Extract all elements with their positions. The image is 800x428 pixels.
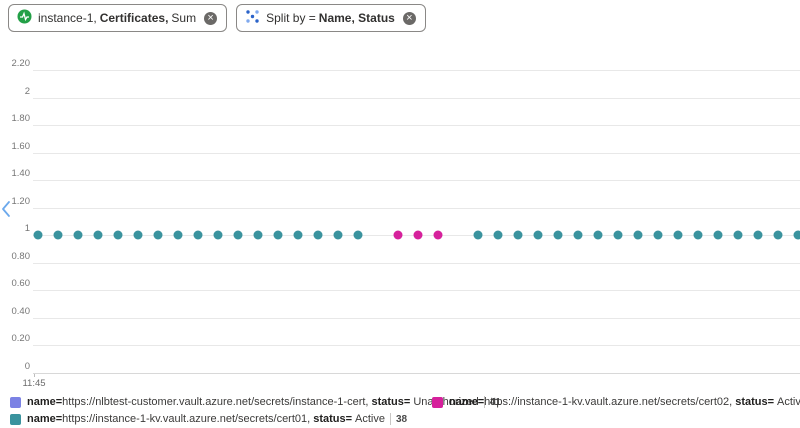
data-point xyxy=(333,230,343,240)
data-point xyxy=(353,230,363,240)
legend-entry-cert01[interactable]: name= https://instance-1-kv.vault.azure.… xyxy=(10,412,407,426)
split-by-chip-label: Split by = Name, Status xyxy=(266,11,395,25)
data-point xyxy=(173,230,183,240)
collapse-chevron-icon[interactable] xyxy=(0,200,12,223)
gridline xyxy=(33,125,800,126)
data-point xyxy=(793,230,800,240)
data-point xyxy=(73,230,83,240)
gridline xyxy=(33,153,800,154)
metric-namespace-icon xyxy=(17,9,32,27)
legend-swatch xyxy=(432,396,443,408)
legend-status-value: Unauthorized xyxy=(413,396,479,408)
metric-chip[interactable]: instance-1, Certificates, Sum × xyxy=(8,4,228,32)
data-point xyxy=(293,230,303,240)
data-point xyxy=(313,230,323,240)
legend-url: https://nlbtest-customer.vault.azure.net… xyxy=(62,396,369,408)
data-point xyxy=(553,230,563,240)
y-axis-tick-label: 1 xyxy=(24,223,30,234)
data-point xyxy=(33,230,43,240)
y-axis-tick-label: 0.80 xyxy=(11,251,31,262)
y-axis-tick-label: 1.60 xyxy=(11,141,31,152)
gridline xyxy=(33,70,800,71)
data-point xyxy=(433,230,443,240)
legend-swatch xyxy=(10,413,21,425)
data-point xyxy=(633,230,643,240)
gridline xyxy=(33,180,800,181)
y-axis-tick-label: 0.60 xyxy=(11,278,31,289)
chip-bar: instance-1, Certificates, Sum × Split by =… xyxy=(8,4,426,32)
legend-name-label: name= xyxy=(449,396,485,408)
data-point xyxy=(233,230,243,240)
metric-chip-label: instance-1, Certificates, Sum xyxy=(38,11,197,25)
gridline xyxy=(33,373,800,374)
y-axis-tick-label: 1.40 xyxy=(11,168,31,179)
data-point xyxy=(593,230,603,240)
legend-name-label: name= xyxy=(27,396,63,408)
gridline xyxy=(33,263,800,264)
data-point xyxy=(753,230,763,240)
legend-status-label: status= xyxy=(735,396,775,408)
data-point xyxy=(613,230,623,240)
data-point xyxy=(573,230,583,240)
gridline xyxy=(33,345,800,346)
legend-count: 41 xyxy=(489,396,501,408)
data-point xyxy=(713,230,723,240)
data-point xyxy=(133,230,143,240)
data-point xyxy=(533,230,543,240)
y-axis-tick-label: 1.20 xyxy=(11,196,31,207)
legend-name-label: name= xyxy=(27,413,63,425)
data-point xyxy=(53,230,63,240)
data-point xyxy=(673,230,683,240)
data-point xyxy=(93,230,103,240)
data-point xyxy=(473,230,483,240)
legend-swatch xyxy=(10,396,21,408)
scatter-split-icon xyxy=(245,9,260,27)
data-point xyxy=(513,230,523,240)
legend-entry-unauthorized[interactable]: name= https://nlbtest-customer.vault.azu… xyxy=(10,395,501,409)
data-point xyxy=(693,230,703,240)
y-axis-tick-label: 2.20 xyxy=(11,58,31,69)
gridline xyxy=(33,208,800,209)
x-axis-tick-label: 11:45 xyxy=(22,378,46,389)
data-point xyxy=(413,230,423,240)
data-point xyxy=(493,230,503,240)
y-axis-tick-label: 1.80 xyxy=(11,113,31,124)
x-axis-tick-mark xyxy=(34,373,35,377)
legend-count-divider xyxy=(390,413,391,425)
data-point xyxy=(113,230,123,240)
legend-status-label: status= xyxy=(371,396,411,408)
y-axis-tick-label: 2 xyxy=(24,86,30,97)
gridline xyxy=(33,290,800,291)
data-point xyxy=(213,230,223,240)
legend-count: 38 xyxy=(396,413,408,425)
legend-url: https://instance-1-kv.vault.azure.net/se… xyxy=(484,396,733,408)
legend-entry-cert02[interactable]: name= https://instance-1-kv.vault.azure.… xyxy=(432,395,800,409)
gridline xyxy=(33,98,800,99)
y-axis-tick-label: 0 xyxy=(24,361,30,372)
data-point xyxy=(773,230,783,240)
split-by-chip[interactable]: Split by = Name, Status × xyxy=(236,4,426,32)
data-point xyxy=(653,230,663,240)
legend-url: https://instance-1-kv.vault.azure.net/se… xyxy=(62,413,311,425)
y-axis-tick-label: 0.40 xyxy=(11,306,31,317)
gridline xyxy=(33,318,800,319)
data-point xyxy=(393,230,403,240)
split-by-chip-close-icon[interactable]: × xyxy=(402,11,416,25)
legend-status-value: Active xyxy=(777,396,800,408)
legend-status-label: status= xyxy=(313,413,353,425)
data-point xyxy=(253,230,263,240)
metric-chip-close-icon[interactable]: × xyxy=(204,11,218,25)
data-point xyxy=(733,230,743,240)
data-point xyxy=(273,230,283,240)
y-axis-tick-label: 0.20 xyxy=(11,333,31,344)
data-point xyxy=(153,230,163,240)
legend-count-divider xyxy=(483,396,485,408)
data-point xyxy=(193,230,203,240)
legend-status-value: Active xyxy=(355,413,385,425)
